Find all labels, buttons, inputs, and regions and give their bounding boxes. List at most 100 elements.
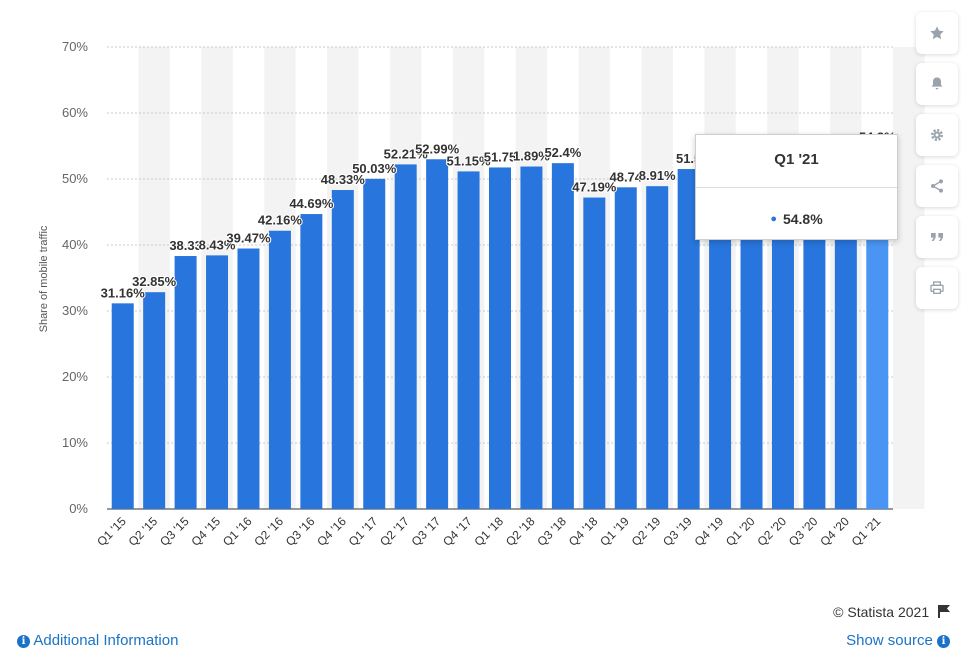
- x-tick-label: Q3 '20: [786, 514, 821, 549]
- bars: [111, 147, 889, 510]
- bar[interactable]: [111, 303, 134, 509]
- show-source-link[interactable]: Show source i: [846, 632, 950, 649]
- data-label: 52.4%: [544, 145, 581, 160]
- tooltip-divider: [696, 187, 897, 188]
- star-icon[interactable]: [916, 12, 958, 54]
- data-label: 48.33%: [321, 172, 366, 187]
- y-axis-ticks: 0% 10% 20% 30% 40% 50% 60% 70%: [62, 39, 88, 516]
- y-tick-label: 30%: [62, 303, 88, 318]
- bar[interactable]: [583, 197, 606, 509]
- x-tick-label: Q3 '16: [283, 514, 318, 549]
- x-tick-label: Q2 '16: [251, 514, 286, 549]
- data-label: 38.33: [169, 238, 202, 253]
- flag-icon: [938, 605, 950, 618]
- chart-toolbar: [916, 12, 958, 318]
- data-label: 31.16%: [101, 285, 146, 300]
- x-tick-label: Q4 '19: [692, 514, 727, 549]
- x-tick-label: Q2 '18: [503, 514, 538, 549]
- bar[interactable]: [268, 230, 291, 509]
- data-label: 48.74: [609, 169, 642, 184]
- bar[interactable]: [771, 161, 794, 509]
- x-tick-label: Q1 '19: [597, 514, 632, 549]
- data-label: 1.89%: [513, 149, 550, 164]
- additional-information-link[interactable]: i Additional Information: [17, 632, 178, 649]
- x-tick-label: Q2 '17: [377, 514, 412, 549]
- data-label: 47.19%: [572, 180, 617, 195]
- y-tick-label: 60%: [62, 105, 88, 120]
- statista-credit[interactable]: © Statista 2021: [833, 604, 950, 620]
- x-tick-label: Q4 '17: [440, 514, 475, 549]
- bar[interactable]: [677, 169, 700, 509]
- bar-chart: 0% 10% 20% 30% 40% 50% 60% 70% 31.16%32.85% 38.3…: [38, 39, 925, 549]
- bar[interactable]: [300, 214, 323, 509]
- bar[interactable]: [646, 186, 669, 509]
- bar[interactable]: [740, 161, 763, 509]
- data-label: 39.47%: [226, 230, 271, 245]
- bar[interactable]: [363, 178, 386, 509]
- x-tick-label: Q2 '19: [629, 514, 664, 549]
- x-tick-label: Q2 '20: [754, 514, 789, 549]
- show-source-label: Show source: [846, 632, 933, 649]
- tooltip-value: 54.8%: [782, 211, 823, 227]
- tooltip-value-row: ● 54.8%: [696, 211, 897, 227]
- tooltip: Q1 '21 ● 54.8%: [695, 134, 898, 240]
- tooltip-title: Q1 '21: [774, 151, 819, 168]
- y-tick-label: 20%: [62, 369, 88, 384]
- credit-text: © Statista 2021: [833, 604, 930, 620]
- x-tick-label: Q4 '16: [314, 514, 349, 549]
- quote-icon[interactable]: [916, 216, 958, 258]
- data-label: 50.03%: [352, 161, 397, 176]
- bar[interactable]: [174, 256, 197, 509]
- print-icon[interactable]: [916, 267, 958, 309]
- bar[interactable]: [614, 187, 637, 510]
- bar[interactable]: [426, 159, 449, 510]
- bar[interactable]: [834, 161, 857, 509]
- bar[interactable]: [237, 248, 260, 510]
- x-tick-label: Q1 '20: [723, 514, 758, 549]
- x-tick-label: Q2 '15: [126, 514, 161, 549]
- data-label: 32.85%: [132, 274, 177, 289]
- x-tick-label: Q3 '17: [409, 514, 444, 549]
- data-label: 44.69%: [289, 196, 334, 211]
- bar[interactable]: [520, 166, 543, 509]
- x-tick-label: Q3 '19: [660, 514, 695, 549]
- bar[interactable]: [489, 167, 511, 509]
- x-tick-label: Q4 '18: [566, 514, 601, 549]
- data-label: 52.21%: [384, 146, 429, 161]
- x-tick-label: Q1 '18: [471, 514, 506, 549]
- x-tick-label: Q1 '21: [849, 514, 884, 549]
- y-tick-label: 10%: [62, 435, 88, 450]
- gear-icon[interactable]: [916, 114, 958, 156]
- data-label: 51.75: [484, 149, 517, 164]
- y-tick-label: 40%: [62, 237, 88, 252]
- x-tick-label: Q1 '15: [94, 514, 129, 549]
- additional-information-label: Additional Information: [33, 632, 179, 649]
- data-label: 52.99%: [415, 141, 460, 156]
- share-icon[interactable]: [916, 165, 958, 207]
- data-label: 42.16%: [258, 213, 303, 228]
- bar[interactable]: [551, 163, 574, 509]
- x-tick-label: Q1 '17: [346, 514, 381, 549]
- bar[interactable]: [394, 164, 417, 509]
- bar[interactable]: [709, 161, 732, 509]
- bar[interactable]: [206, 255, 229, 509]
- data-label: 51.15%: [447, 153, 492, 168]
- bar[interactable]: [331, 190, 354, 509]
- x-tick-label: Q4 '15: [189, 514, 224, 549]
- info-icon: i: [937, 635, 950, 648]
- y-tick-label: 0%: [69, 501, 88, 516]
- bar[interactable]: [143, 292, 166, 509]
- bar[interactable]: [457, 171, 480, 509]
- x-tick-label: Q4 '20: [817, 514, 852, 549]
- series-dot-icon: ●: [770, 213, 777, 225]
- y-axis-label: Share of mobile traffic: [38, 225, 50, 332]
- data-label: 8.43%: [199, 237, 236, 252]
- y-tick-label: 70%: [62, 39, 88, 54]
- bar[interactable]: [803, 161, 826, 509]
- y-tick-label: 50%: [62, 171, 88, 186]
- bell-icon[interactable]: [916, 63, 958, 105]
- data-label: 8.91%: [639, 168, 676, 183]
- x-tick-label: Q1 '16: [220, 514, 255, 549]
- x-tick-label: Q3 '15: [157, 514, 192, 549]
